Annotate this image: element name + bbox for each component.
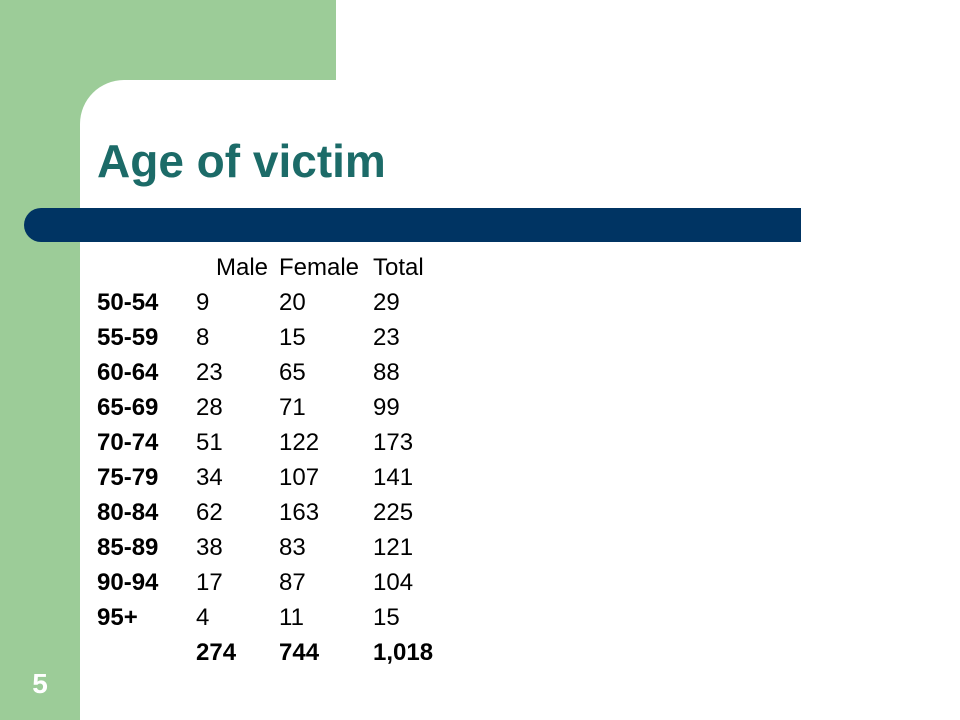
header-total: Total	[373, 254, 424, 281]
female-cell: 11	[279, 604, 304, 631]
age-group-cell: 90-94	[97, 569, 159, 596]
grand-total-cell: 1,018	[373, 639, 434, 666]
age-group-cell: 75-79	[97, 464, 159, 491]
female-cell: 87	[279, 569, 306, 596]
age-of-victim-table: Male Female Total 50-54 9 20 29 55-59 8 …	[97, 250, 473, 670]
table-row: 75-79 34 107 141	[97, 460, 473, 495]
title-underline-bar	[24, 208, 801, 242]
table-row: 60-64 23 65 88	[97, 355, 473, 390]
age-group-cell: 65-69	[97, 394, 159, 421]
header-female: Female	[279, 254, 360, 281]
header-male: Male	[216, 254, 269, 281]
total-cell: 104	[373, 569, 414, 596]
female-total-cell: 744	[279, 639, 320, 666]
male-cell: 23	[196, 359, 223, 386]
table-row: 95+ 4 11 15	[97, 600, 473, 635]
table-row: 55-59 8 15 23	[97, 320, 473, 355]
total-cell: 121	[373, 534, 414, 561]
male-cell: 8	[196, 324, 210, 351]
table-row: 80-84 62 163 225	[97, 495, 473, 530]
slide-title: Age of victim	[97, 135, 386, 187]
table-row: 65-69 28 71 99	[97, 390, 473, 425]
totals-label-blank	[97, 635, 196, 670]
slide-number: 5	[32, 668, 48, 699]
male-cell: 28	[196, 394, 223, 421]
female-cell: 20	[279, 289, 306, 316]
male-cell: 62	[196, 499, 223, 526]
table-row: 70-74 51 122 173	[97, 425, 473, 460]
header-age-blank	[97, 250, 196, 285]
age-group-cell: 60-64	[97, 359, 159, 386]
total-cell: 23	[373, 324, 400, 351]
table-row: 50-54 9 20 29	[97, 285, 473, 320]
total-cell: 99	[373, 394, 400, 421]
age-group-cell: 85-89	[97, 534, 159, 561]
female-cell: 122	[279, 429, 320, 456]
female-cell: 83	[279, 534, 306, 561]
male-cell: 4	[196, 604, 210, 631]
female-cell: 65	[279, 359, 306, 386]
age-group-cell: 95+	[97, 604, 138, 631]
female-cell: 163	[279, 499, 320, 526]
male-cell: 38	[196, 534, 223, 561]
total-cell: 88	[373, 359, 400, 386]
table-row: 90-94 17 87 104	[97, 565, 473, 600]
total-cell: 15	[373, 604, 400, 631]
female-cell: 71	[279, 394, 306, 421]
age-group-cell: 70-74	[97, 429, 159, 456]
total-cell: 29	[373, 289, 400, 316]
male-cell: 51	[196, 429, 223, 456]
male-cell: 17	[196, 569, 223, 596]
totals-row: 274 744 1,018	[97, 635, 473, 670]
total-cell: 141	[373, 464, 414, 491]
male-cell: 34	[196, 464, 223, 491]
total-cell: 225	[373, 499, 414, 526]
age-group-cell: 80-84	[97, 499, 159, 526]
age-group-cell: 55-59	[97, 324, 159, 351]
table-row: 85-89 38 83 121	[97, 530, 473, 565]
female-cell: 107	[279, 464, 320, 491]
male-total-cell: 274	[196, 639, 237, 666]
age-group-cell: 50-54	[97, 289, 159, 316]
table-header-row: Male Female Total	[97, 250, 473, 285]
male-cell: 9	[196, 289, 210, 316]
female-cell: 15	[279, 324, 306, 351]
content-panel	[80, 80, 960, 720]
total-cell: 173	[373, 429, 414, 456]
